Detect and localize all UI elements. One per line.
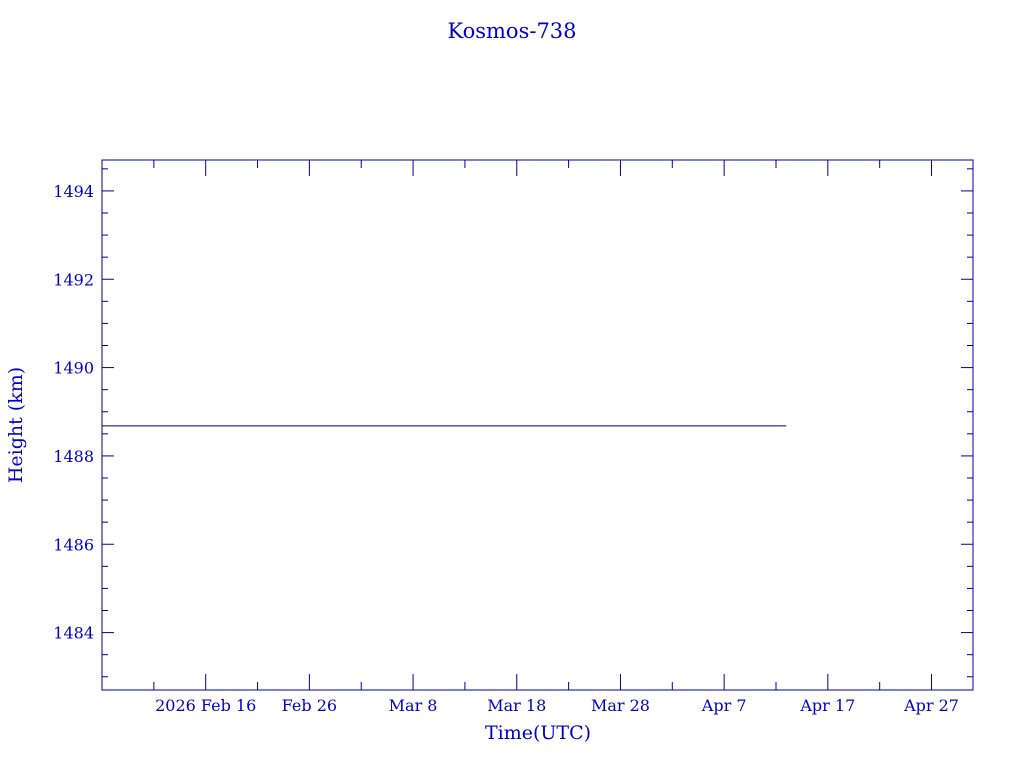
- x-tick-label: Apr 17: [799, 696, 855, 715]
- y-tick-label: 1490: [53, 359, 94, 378]
- y-axis-label: Height (km): [5, 367, 27, 483]
- tick-labels: 2026 Feb 16 Feb 26 Mar 8 Mar 18 Mar 28 Apr 7 A…: [53, 182, 959, 715]
- x-tick-label: Apr 27: [903, 696, 959, 715]
- x-tick-label: Feb 26: [282, 696, 337, 715]
- x-tick-label: Mar 28: [591, 696, 650, 715]
- y-tick-label: 1488: [53, 447, 94, 466]
- x-tick-label: Mar 18: [487, 696, 546, 715]
- chart-title: Kosmos-738: [447, 19, 576, 43]
- x-tick-label: 2026 Feb 16: [155, 696, 256, 715]
- plot-frame: [101, 159, 974, 691]
- y-tick-label: 1486: [53, 535, 94, 554]
- x-tick-label: Apr 7: [701, 696, 747, 715]
- x-axis-label: Time(UTC): [485, 722, 591, 744]
- x-tick-label: Mar 8: [389, 696, 438, 715]
- axes: [101, 159, 974, 691]
- y-tick-label: 1484: [53, 624, 94, 643]
- y-tick-label: 1492: [53, 270, 94, 289]
- y-tick-label: 1494: [53, 182, 94, 201]
